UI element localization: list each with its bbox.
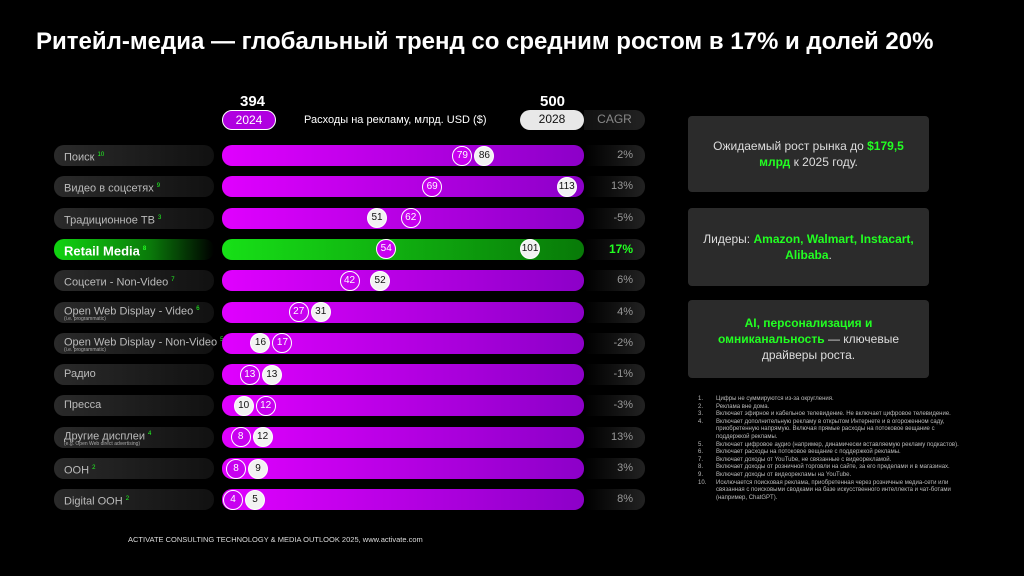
cagr-value: 13% — [585, 426, 645, 448]
value-marker-2028: 113 — [556, 176, 577, 197]
bar-track — [222, 332, 584, 354]
total-2024: 394 — [240, 93, 266, 110]
cagr-value: 13% — [585, 176, 645, 198]
cagr-value: -1% — [585, 364, 645, 386]
info-box-drivers: AI, персонализация и омниканальность — к… — [688, 300, 929, 378]
value-marker-2024: 17 — [272, 333, 293, 354]
value-marker-2024: 54 — [376, 239, 397, 260]
chart-title: Расходы на рекламу, млрд. USD ($) — [304, 114, 487, 126]
footnote: 10. Исключается поисковая реклама, приобр… — [698, 479, 951, 501]
footnotes: 1. Цифры не суммируются из-за округления.… — [698, 396, 968, 502]
bar-track — [222, 145, 584, 166]
value-marker-2024: 4 — [223, 489, 243, 510]
value-marker-2024: 42 — [339, 270, 360, 291]
box-text: к 2025 году. — [790, 155, 858, 169]
cagr-value: 8% — [585, 489, 645, 511]
bar-track — [222, 426, 584, 448]
box-text: — ключевые драйверы роста. — [761, 332, 899, 362]
source-footer: ACTIVATE CONSULTING TECHNOLOGY & MEDIA O… — [128, 535, 423, 544]
value-marker-2028: 51 — [367, 208, 388, 229]
info-box-growth: Ожидаемый рост рынка до $179,5 млрд к 20… — [688, 116, 929, 192]
bar-track — [222, 238, 584, 260]
value-marker-2028: 5 — [245, 489, 265, 510]
category-label: Open Web Display - Non-Video5(i.e. progr… — [54, 332, 223, 354]
value-marker-2028: 101 — [520, 239, 541, 260]
category-label: Retail Media 8 — [54, 238, 214, 260]
cagr-value: -3% — [585, 395, 645, 417]
value-marker-2024: 13 — [239, 364, 260, 385]
cagr-header: CAGR — [584, 110, 645, 130]
page-title: Ритейл-медиа — глобальный тренд со средн… — [36, 28, 934, 55]
value-marker-2024: 69 — [422, 176, 443, 197]
category-label: Традиционное ТВ 3 — [54, 207, 214, 229]
value-marker-2024: 62 — [400, 208, 421, 229]
box-text: . — [828, 248, 832, 262]
category-label: Digital OOH 2 — [54, 489, 214, 511]
bar-track — [222, 489, 584, 511]
footnote: 3. Включает эфирное и кабельное телевиден… — [698, 411, 951, 418]
category-label: OOH 2 — [54, 458, 214, 479]
cagr-value: 3% — [585, 458, 645, 479]
value-marker-2028: 10 — [233, 395, 254, 416]
value-marker-2028: 31 — [310, 302, 331, 322]
cagr-value: 6% — [585, 270, 645, 292]
value-marker-2028: 12 — [252, 427, 273, 448]
footnote: 8. Включает доходы от розничной торговли … — [698, 464, 950, 471]
value-marker-2024: 8 — [230, 427, 251, 448]
category-label: Соцсети - Non-Video 7 — [54, 270, 214, 292]
footnote: 7. Включает доходы от YouTube, не связанн… — [698, 456, 892, 463]
box-text: Ожидаемый рост рынка до — [713, 139, 868, 153]
category-label: Видео в соцсетях 9 — [54, 176, 214, 198]
cagr-value: 17% — [585, 238, 645, 260]
legend-2028: 2028 — [520, 110, 584, 130]
cagr-value: 2% — [585, 145, 645, 166]
value-marker-2024: 12 — [255, 395, 276, 416]
category-label: Пресса — [54, 395, 214, 417]
value-marker-2024: 27 — [288, 302, 309, 322]
category-label: Радио — [54, 364, 214, 386]
value-marker-2024: 8 — [226, 458, 246, 479]
category-label: Поиск 10 — [54, 145, 214, 166]
cagr-value: -2% — [585, 332, 645, 354]
value-marker-2024: 79 — [452, 145, 473, 166]
bar-track — [222, 301, 584, 323]
box-highlight: $179,5 млрд — [759, 139, 904, 169]
footnote: 4. Включает дополнительную рекламу в откр… — [698, 418, 945, 440]
bar-track — [222, 270, 584, 292]
info-box-leaders: Лидеры: Amazon, Walmart, Instacart, Alib… — [688, 208, 929, 286]
total-2028: 500 — [540, 93, 566, 110]
cagr-value: -5% — [585, 207, 645, 229]
value-marker-2028: 16 — [250, 333, 271, 354]
bar-track — [222, 176, 584, 198]
box-text: Лидеры: — [703, 232, 754, 246]
category-label: Другие дисплеи 4 (e.g. Open Web direct adv… — [54, 426, 214, 448]
box-highlight: Amazon, Walmart, Instacart, Alibaba — [753, 232, 914, 262]
bar-track — [222, 395, 584, 417]
footnote: 6. Включает расходы на потоковое вещание … — [698, 449, 901, 456]
footnote: 9. Включает доходы от видеорекламы на You… — [698, 471, 852, 478]
cagr-value: 4% — [585, 301, 645, 323]
footnote: 1. Цифры не суммируются из-за округления. — [698, 396, 834, 402]
category-label: Open Web Display - Video 6 (i.e. programma… — [54, 301, 214, 323]
bar-track — [222, 458, 584, 479]
bar-track — [222, 364, 584, 386]
value-marker-2028: 86 — [474, 145, 495, 166]
value-marker-2028: 52 — [370, 270, 391, 291]
footnote: 2. Реклама вне дома. — [698, 403, 770, 410]
box-highlight: AI, персонализация и омниканальность — [717, 316, 873, 346]
legend-2024: 2024 — [222, 110, 276, 130]
value-marker-2028: 13 — [261, 364, 282, 385]
value-marker-2028: 9 — [248, 458, 268, 479]
footnote: 5. Включает цифровое аудио (например, дин… — [698, 441, 959, 448]
